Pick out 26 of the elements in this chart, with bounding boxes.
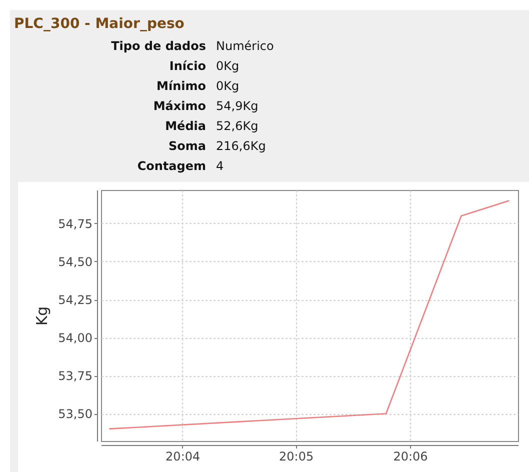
y-tick-label: 53,75 [58,369,92,384]
y-tick-label: 54,00 [58,331,92,346]
text: 216,6Kg [216,138,267,155]
text: Máximo [152,98,206,115]
line-series [108,200,510,430]
text: Contagem [136,158,206,175]
x-tick-label: 20:06 [393,450,428,464]
x-tick-label: 20:05 [279,450,314,464]
text: Média [164,118,206,135]
y-axis-title: Kg [33,306,52,326]
chart-title: PLC_300 - Maior_peso [14,16,184,32]
text: Mínimo [156,78,206,95]
text: Soma [168,138,206,155]
y-tick-label: 54,75 [58,216,92,231]
text: 0Kg [216,78,240,95]
y-tick-label: 54,25 [58,293,92,308]
text: Numérico [216,38,274,55]
text: 4 [216,158,225,175]
y-tick-label: 54,50 [58,254,92,269]
x-tick-label: 20:04 [166,450,200,464]
text: 54,9Kg [216,98,260,115]
text: Início [168,58,206,75]
y-tick-label: 53,50 [58,407,92,422]
text: Tipo de dados [110,38,206,55]
text: 52,6Kg [216,118,260,135]
text: 0Kg [216,58,240,75]
